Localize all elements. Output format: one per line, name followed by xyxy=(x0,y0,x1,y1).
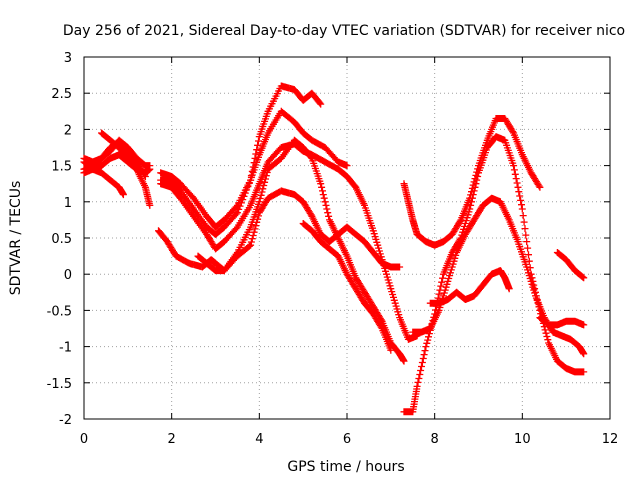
data-marks xyxy=(80,82,588,416)
y-tick-label: -1.5 xyxy=(47,377,72,392)
axis-ticks xyxy=(83,56,611,420)
x-tick-label: 10 xyxy=(514,432,531,447)
chart-title: Day 256 of 2021, Sidereal Day-to-day VTE… xyxy=(63,23,625,39)
series-pass-6 xyxy=(157,82,325,231)
x-tick-label: 12 xyxy=(602,432,619,447)
x-tick-label: 2 xyxy=(168,432,176,447)
series-pass-7 xyxy=(157,107,351,238)
x-tick-label: 0 xyxy=(80,432,88,447)
series-pass-11 xyxy=(299,220,395,354)
x-tick-label: 4 xyxy=(255,432,263,447)
series-pass-17 xyxy=(553,249,588,282)
series-pass-8 xyxy=(157,140,421,343)
series-pass-4 xyxy=(80,158,127,199)
x-tick-label: 6 xyxy=(343,432,351,447)
y-tick-label: -2 xyxy=(59,413,72,428)
x-axis-label: GPS time / hours xyxy=(287,459,404,475)
x-tick-labels: 0 2 4 6 8 10 12 xyxy=(80,432,618,447)
series-pass-10 xyxy=(194,136,408,365)
y-tick-label: 0.5 xyxy=(51,232,72,247)
series-pass-5 xyxy=(98,129,154,209)
y-tick-label: -1 xyxy=(59,341,72,356)
series-pass-16 xyxy=(536,314,588,329)
y-tick-label: 2.5 xyxy=(51,87,72,102)
series-pass-14 xyxy=(409,194,588,358)
y-tick-label: 1.5 xyxy=(51,160,72,175)
y-tick-label: 0 xyxy=(64,268,72,283)
y-tick-label: 1 xyxy=(64,196,72,211)
x-tick-label: 8 xyxy=(431,432,439,447)
y-tick-label: 2 xyxy=(64,123,72,138)
y-tick-label: -0.5 xyxy=(47,304,72,319)
y-axis-label: SDTVAR / TECUs xyxy=(8,181,24,296)
series-pass-12 xyxy=(400,115,544,249)
series-pass-9 xyxy=(155,187,404,275)
y-tick-labels: -2 -1.5 -1 -0.5 0 0.5 1 1.5 2 2.5 3 xyxy=(47,51,72,428)
y-tick-label: 3 xyxy=(64,51,72,66)
series-pass-15 xyxy=(426,267,513,307)
grid-lines xyxy=(84,57,610,419)
